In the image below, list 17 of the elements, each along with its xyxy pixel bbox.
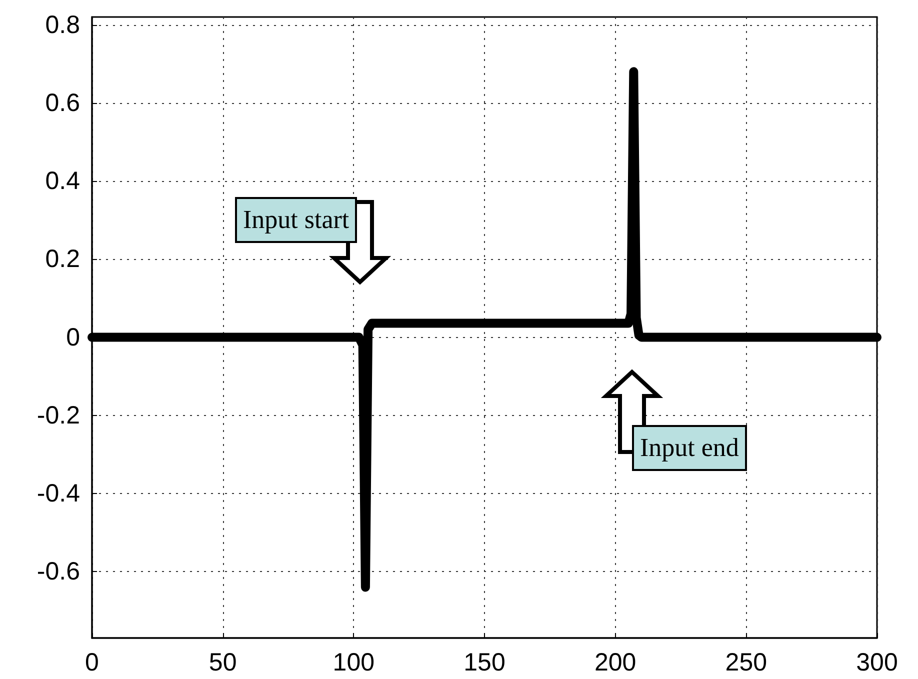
annotation: Input start	[235, 197, 358, 243]
y-tick-label: 0.8	[45, 10, 80, 39]
x-tick-label: 0	[85, 648, 99, 676]
x-tick-label: 300	[856, 648, 898, 676]
x-tick-label: 250	[725, 648, 768, 676]
y-tick-label: 0	[66, 323, 80, 352]
annotation: Input end	[632, 425, 747, 471]
y-tick-label: -0.2	[36, 401, 80, 430]
y-tick-label: -0.6	[36, 558, 80, 586]
x-tick-label: 50	[208, 648, 237, 676]
y-tick-label: 0.6	[45, 88, 80, 117]
x-tick-label: 100	[332, 648, 375, 676]
y-tick-label: 0.2	[45, 245, 80, 274]
x-tick-label: 150	[464, 648, 506, 676]
x-tick-label: 200	[594, 648, 636, 676]
y-tick-label: 0.4	[45, 167, 80, 196]
y-tick-label: -0.4	[36, 479, 80, 508]
